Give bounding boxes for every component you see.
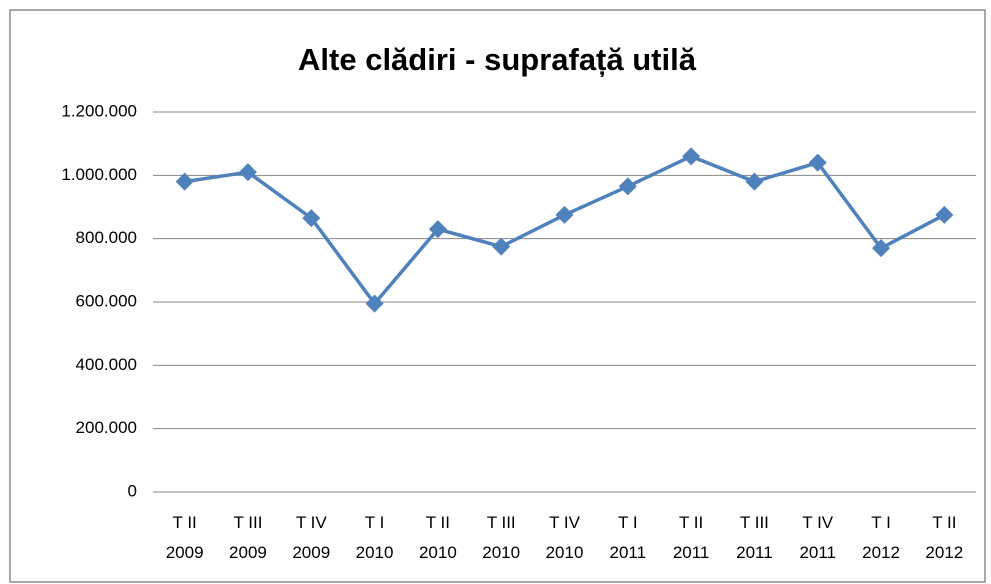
marker xyxy=(492,237,511,256)
marker xyxy=(365,294,384,313)
x-tick-label: T IV 2010 xyxy=(545,513,584,562)
y-tick-label: 0 xyxy=(128,481,137,500)
x-tick-label: T I 2012 xyxy=(862,513,900,562)
x-tick-label: T II 2012 xyxy=(925,513,964,562)
marker xyxy=(808,153,827,172)
x-tick-label: T II 2011 xyxy=(672,513,710,562)
marker xyxy=(428,220,447,239)
x-tick-label: T III 2011 xyxy=(736,513,773,562)
marker xyxy=(745,172,764,191)
x-tick-label: T IV 2009 xyxy=(292,513,331,562)
x-tick-label: T II 2010 xyxy=(418,513,457,562)
marker xyxy=(175,172,194,191)
chart-title: Alte clădiri - suprafață utilă xyxy=(298,42,697,77)
marker xyxy=(555,205,574,224)
x-tick-label: T III 2010 xyxy=(482,513,521,562)
marker xyxy=(935,205,954,224)
x-tick-label: T I 2011 xyxy=(609,513,647,562)
marker xyxy=(238,163,257,182)
marker xyxy=(618,177,637,196)
x-tick-label: T II 2009 xyxy=(165,513,204,562)
chart-border xyxy=(9,9,986,583)
y-tick-label: 400.000 xyxy=(76,355,137,374)
marker xyxy=(682,147,701,166)
y-tick-label: 200.000 xyxy=(76,418,137,437)
marker xyxy=(872,239,891,258)
x-tick-label: T IV 2011 xyxy=(799,513,836,562)
x-tick-label: T I 2010 xyxy=(355,513,394,562)
y-tick-label: 1.000.000 xyxy=(61,165,137,184)
y-tick-label: 1.200.000 xyxy=(61,101,137,120)
y-tick-label: 600.000 xyxy=(76,291,137,310)
x-tick-label: T III 2009 xyxy=(229,513,267,562)
y-tick-label: 800.000 xyxy=(76,228,137,247)
marker xyxy=(302,209,321,228)
